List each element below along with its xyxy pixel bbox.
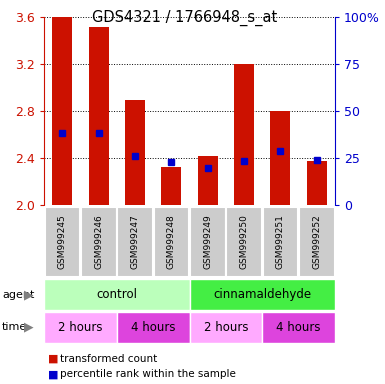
FancyBboxPatch shape xyxy=(44,279,190,310)
Text: GSM999249: GSM999249 xyxy=(203,215,212,269)
Text: GSM999247: GSM999247 xyxy=(131,215,140,269)
FancyBboxPatch shape xyxy=(154,207,189,277)
Text: GSM999248: GSM999248 xyxy=(167,215,176,269)
FancyBboxPatch shape xyxy=(299,207,335,277)
Text: ▶: ▶ xyxy=(24,321,34,334)
Text: GSM999250: GSM999250 xyxy=(239,215,249,269)
Text: GSM999246: GSM999246 xyxy=(94,215,103,269)
Bar xyxy=(125,99,145,205)
Text: 4 hours: 4 hours xyxy=(276,321,321,334)
Text: GDS4321 / 1766948_s_at: GDS4321 / 1766948_s_at xyxy=(92,10,278,26)
Text: GSM999245: GSM999245 xyxy=(58,215,67,269)
FancyBboxPatch shape xyxy=(44,312,117,343)
Bar xyxy=(52,17,72,205)
Bar xyxy=(234,65,254,205)
Bar xyxy=(270,111,290,205)
FancyBboxPatch shape xyxy=(263,207,298,277)
FancyBboxPatch shape xyxy=(262,312,335,343)
Text: GSM999251: GSM999251 xyxy=(276,215,285,269)
FancyBboxPatch shape xyxy=(190,312,262,343)
FancyBboxPatch shape xyxy=(226,207,262,277)
Text: ▶: ▶ xyxy=(24,288,34,301)
Bar xyxy=(307,161,327,205)
FancyBboxPatch shape xyxy=(45,207,80,277)
FancyBboxPatch shape xyxy=(117,207,153,277)
Text: time: time xyxy=(2,322,27,333)
Bar xyxy=(89,27,109,205)
Text: ■: ■ xyxy=(48,369,59,379)
Text: 2 hours: 2 hours xyxy=(59,321,103,334)
Text: GSM999252: GSM999252 xyxy=(312,215,321,269)
FancyBboxPatch shape xyxy=(190,207,226,277)
Text: 4 hours: 4 hours xyxy=(131,321,176,334)
FancyBboxPatch shape xyxy=(81,207,117,277)
Text: 2 hours: 2 hours xyxy=(204,321,248,334)
Bar xyxy=(198,156,218,205)
Text: cinnamaldehyde: cinnamaldehyde xyxy=(213,288,311,301)
Text: ■: ■ xyxy=(48,354,59,364)
Text: transformed count: transformed count xyxy=(60,354,157,364)
FancyBboxPatch shape xyxy=(117,312,190,343)
Bar xyxy=(161,167,181,205)
Text: control: control xyxy=(97,288,137,301)
FancyBboxPatch shape xyxy=(190,279,335,310)
Text: agent: agent xyxy=(2,290,34,300)
Text: percentile rank within the sample: percentile rank within the sample xyxy=(60,369,236,379)
